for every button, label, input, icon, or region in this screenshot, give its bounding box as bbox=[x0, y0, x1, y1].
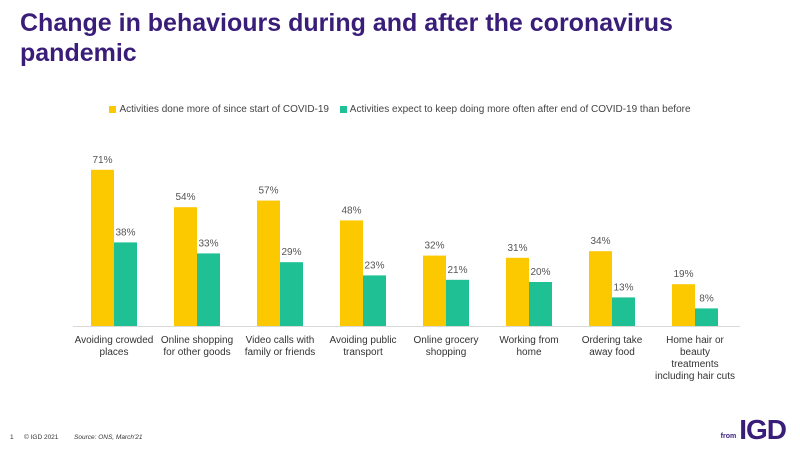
data-label: 29% bbox=[281, 247, 301, 258]
bar-series2 bbox=[280, 262, 303, 326]
data-label: 21% bbox=[447, 265, 467, 276]
page-title: Change in behaviours during and after th… bbox=[20, 9, 673, 67]
bar-series2 bbox=[612, 297, 635, 326]
data-label: 34% bbox=[590, 236, 610, 247]
data-label: 31% bbox=[507, 243, 527, 254]
source-note: Source: ONS, March'21 bbox=[74, 434, 143, 441]
data-label: 20% bbox=[530, 267, 550, 278]
legend-item-series2: Activities expect to keep doing more oft… bbox=[339, 104, 691, 115]
category-label: family or friends bbox=[245, 347, 316, 358]
category-label: places bbox=[100, 347, 129, 358]
category-label: transport bbox=[343, 347, 383, 358]
data-label: 54% bbox=[175, 192, 195, 203]
data-label: 48% bbox=[341, 205, 361, 216]
data-label: 23% bbox=[364, 260, 384, 271]
data-label: 32% bbox=[424, 241, 444, 252]
logo-from: from bbox=[720, 433, 737, 440]
bar-series1 bbox=[340, 220, 363, 326]
category-label: Online shopping bbox=[161, 335, 233, 346]
category-label: beauty bbox=[680, 347, 710, 358]
bar-series1 bbox=[672, 284, 695, 326]
legend-item-series1: Activities done more of since start of C… bbox=[109, 104, 329, 115]
bar-series1 bbox=[423, 255, 446, 326]
legend: Activities done more of since start of C… bbox=[0, 104, 800, 115]
category-label: home bbox=[516, 347, 541, 358]
category-label: Home hair or bbox=[666, 335, 724, 346]
data-label: 33% bbox=[198, 238, 218, 249]
category-label: shopping bbox=[426, 347, 467, 358]
bar-series1 bbox=[91, 169, 114, 326]
category-label: Avoiding public bbox=[329, 335, 396, 346]
bar-series2 bbox=[114, 242, 137, 326]
bar-series2 bbox=[197, 253, 220, 326]
bar-series1 bbox=[589, 251, 612, 326]
bar-series2 bbox=[695, 308, 718, 326]
category-label: treatments bbox=[671, 359, 718, 370]
category-label: Online grocery bbox=[413, 335, 478, 346]
bar-series2 bbox=[363, 275, 386, 326]
category-label: Ordering take bbox=[582, 335, 643, 346]
data-label: 13% bbox=[613, 282, 633, 293]
bar-series2 bbox=[446, 279, 469, 326]
legend-swatch bbox=[339, 105, 347, 113]
category-label: away food bbox=[589, 347, 635, 358]
data-label: 38% bbox=[115, 227, 135, 238]
legend-label: Activities done more of since start of C… bbox=[119, 104, 329, 115]
legend-label: Activities expect to keep doing more oft… bbox=[349, 104, 691, 115]
data-label: 8% bbox=[699, 293, 714, 304]
data-label: 71% bbox=[92, 155, 112, 166]
bar-series1 bbox=[257, 200, 280, 326]
category-label: for other goods bbox=[163, 347, 230, 358]
category-label: Video calls with bbox=[246, 335, 315, 346]
igd-logo: from IGD bbox=[720, 414, 787, 445]
page-number: 1 bbox=[10, 434, 14, 441]
logo-igd: IGD bbox=[739, 414, 787, 445]
bar-series2 bbox=[529, 282, 552, 326]
bar-series1 bbox=[506, 257, 529, 326]
category-label: including hair cuts bbox=[655, 371, 735, 382]
copyright: © IGD 2021 bbox=[24, 434, 59, 441]
legend-swatch bbox=[109, 105, 117, 113]
category-label: Working from bbox=[499, 335, 558, 346]
data-label: 19% bbox=[673, 269, 693, 280]
category-label: Avoiding crowded bbox=[75, 335, 154, 346]
data-label: 57% bbox=[258, 186, 278, 197]
bar-series1 bbox=[174, 207, 197, 326]
